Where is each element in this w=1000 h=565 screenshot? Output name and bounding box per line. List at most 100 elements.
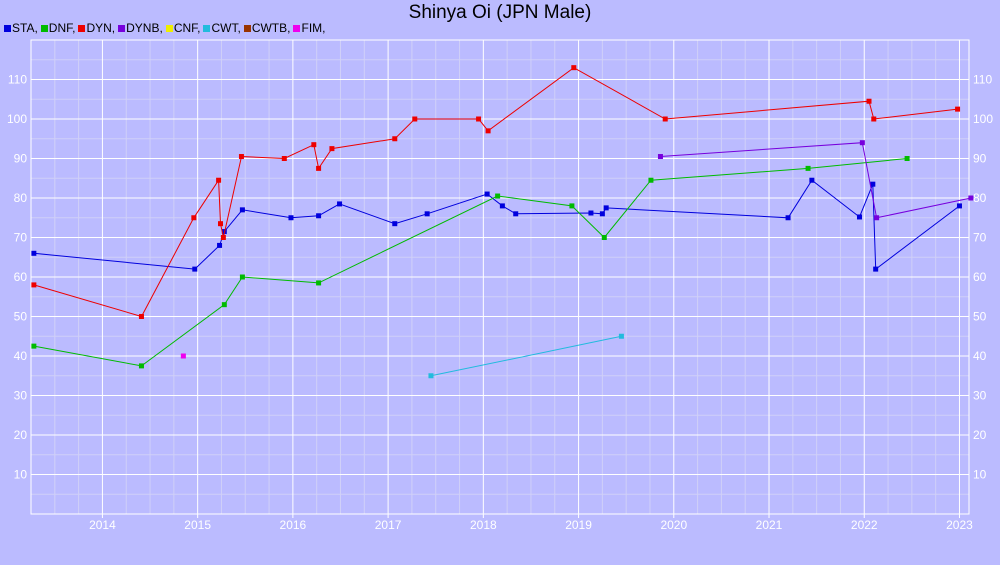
data-point: [311, 142, 317, 148]
x-tick-label: 2022: [851, 518, 878, 532]
series-sta: [31, 177, 962, 272]
data-point: [870, 181, 876, 187]
legend-item: CWT,: [203, 21, 241, 35]
data-point: [238, 154, 244, 160]
data-point: [316, 165, 322, 171]
data-point: [424, 211, 430, 217]
data-point: [138, 314, 144, 319]
data-point: [239, 207, 245, 213]
legend: STA, DNF, DYN, DYNB, CNF, CWT, CWTB, FIM,: [4, 21, 328, 35]
y-tick-label-left: 80: [14, 191, 28, 205]
data-point: [809, 177, 815, 183]
series: [31, 65, 974, 379]
legend-item: CWTB,: [243, 21, 291, 35]
data-point: [31, 250, 37, 256]
y-tick-label-right: 20: [973, 428, 987, 442]
data-point: [499, 203, 505, 209]
y-tick-label-left: 90: [14, 152, 28, 166]
data-point: [337, 201, 343, 207]
data-point: [856, 214, 862, 220]
x-tick-label: 2015: [184, 518, 211, 532]
data-point: [571, 65, 577, 71]
grid: [30, 40, 969, 514]
y-tick-label-right: 40: [973, 349, 987, 363]
data-point: [217, 242, 223, 248]
data-point: [221, 302, 227, 308]
legend-item: STA,: [4, 21, 38, 35]
data-point: [866, 98, 872, 104]
y-tick-label-right: 100: [973, 112, 993, 126]
data-point: [657, 154, 663, 160]
y-tick-label-right: 50: [973, 310, 987, 324]
legend-swatch: [4, 24, 11, 32]
legend-item: DNF,: [40, 21, 75, 35]
data-point: [239, 274, 245, 280]
plot-frame: [30, 39, 970, 515]
data-point: [871, 116, 877, 122]
data-point: [785, 215, 791, 221]
data-point: [392, 221, 398, 227]
data-point: [599, 211, 605, 217]
data-point: [392, 136, 398, 142]
chart-title: Shinya Oi (JPN Male): [408, 2, 592, 23]
data-point: [192, 266, 198, 272]
data-point: [316, 213, 322, 219]
data-point: [216, 177, 222, 183]
legend-label: STA,: [12, 21, 38, 35]
series-cwt: [428, 333, 624, 379]
x-tick-label: 2017: [375, 518, 402, 532]
legend-label: DYN,: [86, 21, 116, 35]
legend-item: DYNB,: [118, 21, 163, 35]
series-dnf: [31, 156, 910, 369]
data-point: [191, 215, 197, 221]
data-point: [428, 373, 434, 379]
series-dyn: [31, 65, 961, 319]
data-point: [476, 116, 482, 122]
y-tick-label-right: 60: [973, 270, 987, 284]
legend-item: DYN,: [78, 21, 115, 35]
series-line: [33, 179, 960, 271]
legend-item: CNF,: [165, 21, 201, 35]
data-point: [316, 280, 322, 286]
data-point: [180, 353, 186, 359]
data-point: [601, 235, 607, 240]
data-point: [956, 203, 962, 209]
data-point: [569, 203, 575, 209]
x-tick-label: 2021: [756, 518, 783, 532]
series-line: [33, 158, 908, 367]
legend-swatch: [203, 24, 211, 32]
data-point: [281, 156, 287, 161]
y-tick-label-left: 60: [14, 270, 28, 284]
data-point: [138, 363, 144, 369]
x-tick-label: 2019: [565, 518, 592, 532]
y-tick-label-right: 10: [973, 468, 987, 482]
data-point: [648, 177, 654, 183]
data-point: [618, 333, 624, 339]
data-point: [588, 210, 594, 216]
data-point: [513, 211, 519, 217]
y-tick-label-right: 90: [973, 152, 987, 166]
legend-label: FIM,: [301, 21, 326, 35]
data-point: [31, 343, 37, 349]
series-line: [430, 335, 622, 377]
legend-item: FIM,: [293, 21, 325, 35]
data-point: [329, 146, 335, 152]
legend-label: CWTB,: [251, 21, 291, 35]
y-tick-label-right: 80: [973, 191, 987, 205]
data-point: [662, 116, 668, 122]
y-tick-label-left: 30: [14, 389, 28, 403]
legend-label: CNF,: [173, 21, 201, 35]
legend-swatch: [293, 24, 301, 32]
y-tick-label-left: 20: [14, 428, 28, 442]
legend-label: CWT,: [211, 21, 241, 35]
data-point: [805, 165, 811, 171]
x-tick-label: 2020: [660, 518, 687, 532]
y-tick-label-right: 70: [973, 231, 987, 245]
y-tick-label-right: 30: [973, 389, 987, 403]
series-line: [660, 142, 972, 219]
legend-label: DYNB,: [126, 21, 163, 35]
y-tick-label-left: 50: [14, 310, 28, 324]
data-point: [859, 140, 865, 146]
legend-swatch: [78, 24, 86, 32]
